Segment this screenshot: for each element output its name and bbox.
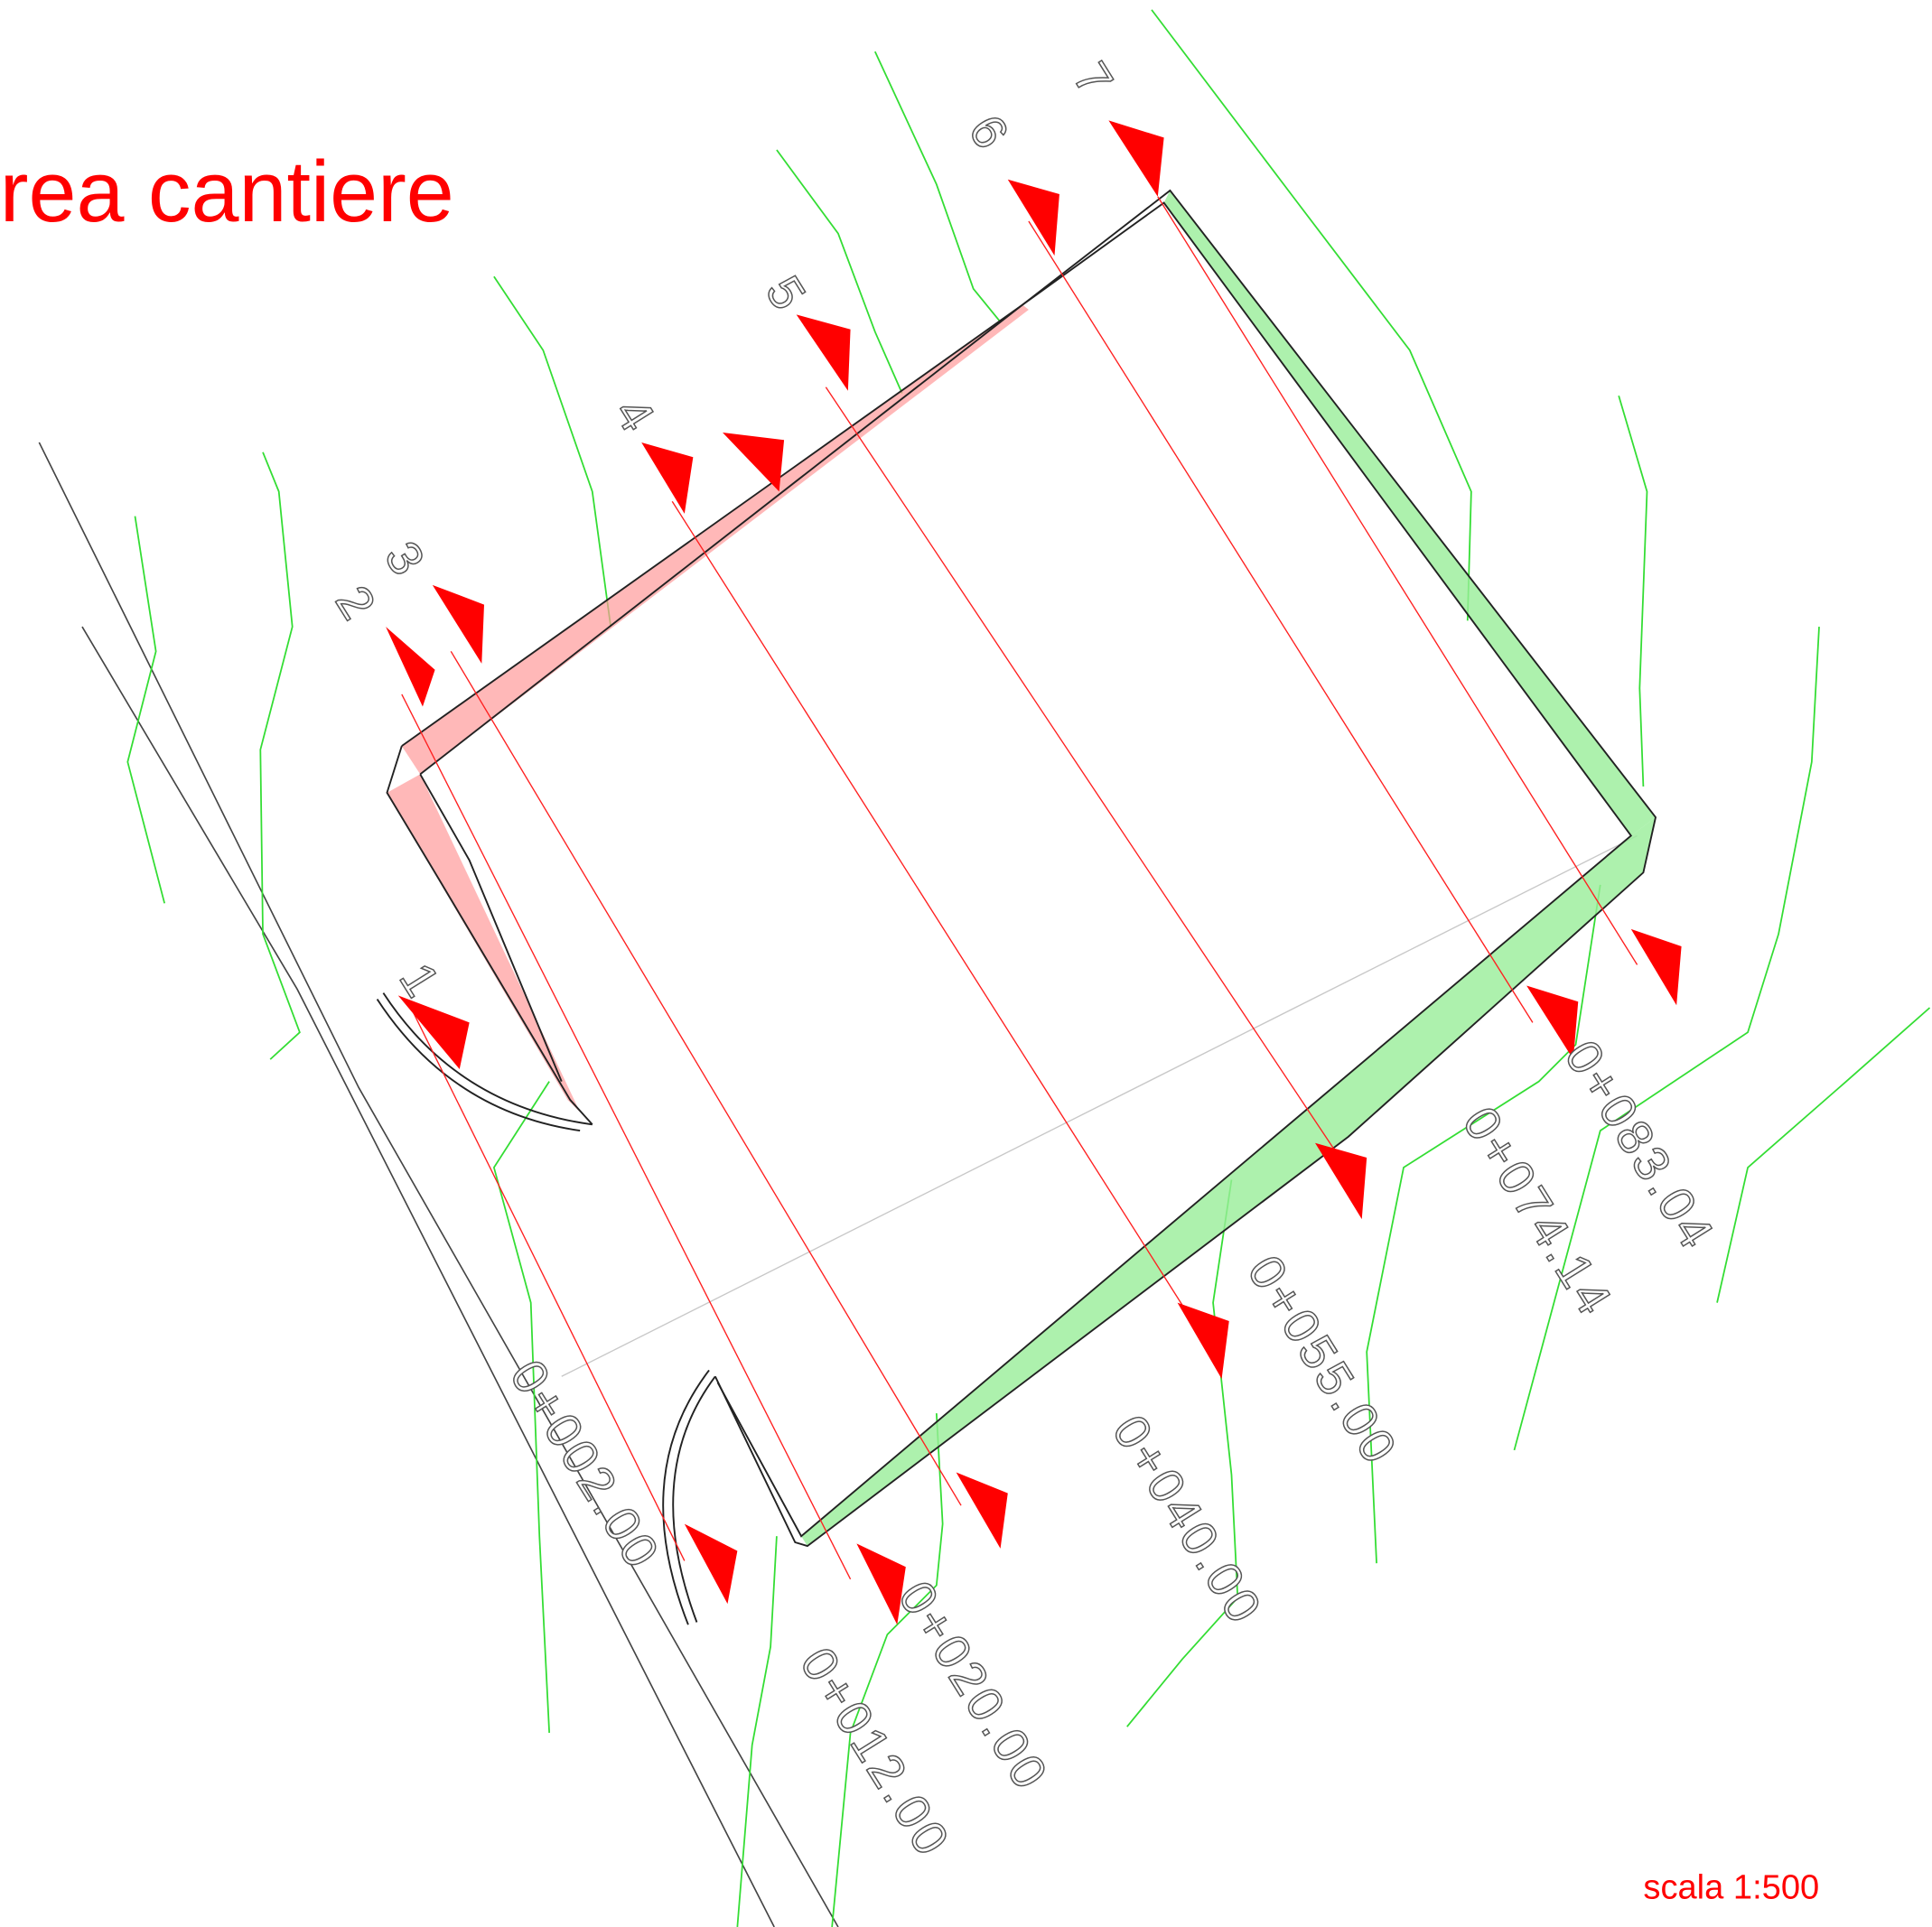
scale-label: scala 1:500 xyxy=(1643,1869,1819,1907)
title: rea cantiere xyxy=(0,144,454,240)
site-plan: rea cantiere scala 1:500 xyxy=(0,0,1932,1927)
